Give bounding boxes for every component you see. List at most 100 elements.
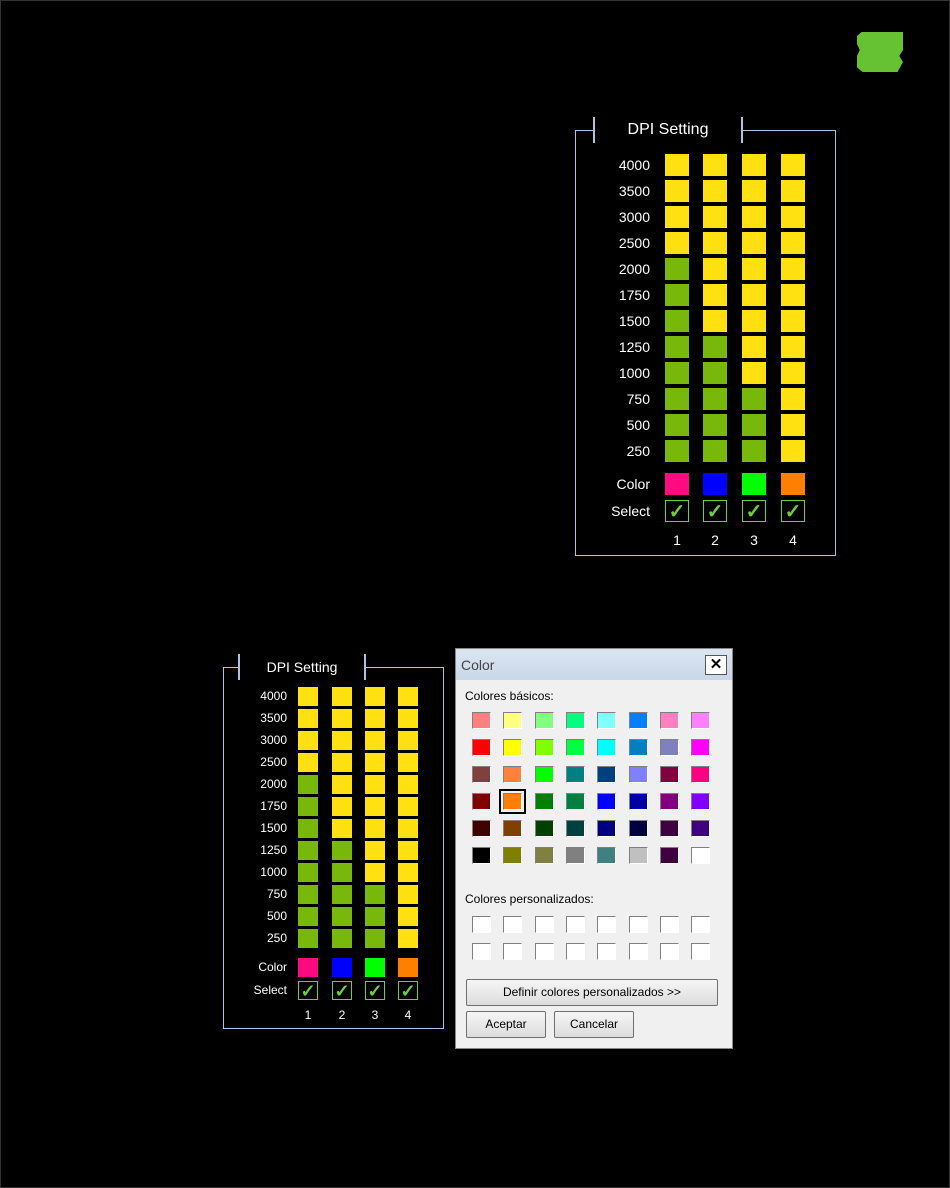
- basic-color-swatch[interactable]: [659, 712, 679, 729]
- profile-color-swatch[interactable]: [703, 473, 727, 495]
- dpi-level-cell[interactable]: [742, 258, 766, 280]
- basic-color-swatch[interactable]: [534, 766, 554, 783]
- basic-color-swatch[interactable]: [565, 712, 585, 729]
- basic-color-swatch[interactable]: [472, 820, 491, 837]
- dpi-level-cell[interactable]: [781, 206, 805, 228]
- dpi-level-cell[interactable]: [298, 929, 318, 948]
- dpi-level-cell[interactable]: [781, 362, 805, 384]
- dpi-level-cell[interactable]: [332, 885, 352, 904]
- select-checkbox[interactable]: ✓: [332, 981, 352, 1001]
- dpi-level-cell[interactable]: [332, 709, 352, 728]
- basic-color-swatch[interactable]: [503, 712, 523, 729]
- custom-color-swatch[interactable]: [691, 943, 711, 960]
- basic-color-swatch[interactable]: [565, 847, 585, 864]
- custom-color-swatch[interactable]: [659, 916, 679, 933]
- dpi-level-cell[interactable]: [781, 336, 805, 358]
- dpi-level-cell[interactable]: [398, 863, 418, 882]
- basic-color-swatch[interactable]: [534, 820, 554, 837]
- custom-color-swatch[interactable]: [534, 943, 554, 960]
- basic-color-swatch[interactable]: [503, 766, 523, 783]
- dpi-level-cell[interactable]: [703, 310, 727, 332]
- dpi-level-cell[interactable]: [298, 775, 318, 794]
- dpi-level-cell[interactable]: [665, 336, 689, 358]
- dpi-level-cell[interactable]: [742, 440, 766, 462]
- basic-color-swatch[interactable]: [565, 766, 585, 783]
- dpi-level-cell[interactable]: [703, 388, 727, 410]
- basic-color-swatch[interactable]: [691, 820, 711, 837]
- basic-color-swatch[interactable]: [565, 793, 585, 810]
- basic-color-swatch[interactable]: [472, 712, 491, 729]
- dpi-level-cell[interactable]: [398, 929, 418, 948]
- dpi-level-cell[interactable]: [665, 362, 689, 384]
- custom-color-swatch[interactable]: [597, 943, 617, 960]
- select-checkbox[interactable]: ✓: [665, 500, 689, 523]
- dpi-level-cell[interactable]: [742, 362, 766, 384]
- profile-color-swatch[interactable]: [332, 958, 352, 977]
- select-checkbox[interactable]: ✓: [742, 500, 766, 523]
- dpi-level-cell[interactable]: [665, 206, 689, 228]
- dpi-level-cell[interactable]: [703, 258, 727, 280]
- dpi-level-cell[interactable]: [742, 180, 766, 202]
- dpi-level-cell[interactable]: [365, 929, 385, 948]
- dpi-level-cell[interactable]: [365, 841, 385, 860]
- dpi-level-cell[interactable]: [781, 232, 805, 254]
- dpi-level-cell[interactable]: [742, 310, 766, 332]
- dpi-level-cell[interactable]: [398, 841, 418, 860]
- basic-color-swatch[interactable]: [597, 739, 617, 756]
- dpi-level-cell[interactable]: [703, 440, 727, 462]
- basic-color-swatch[interactable]: [534, 712, 554, 729]
- dpi-level-cell[interactable]: [332, 929, 352, 948]
- basic-color-swatch[interactable]: [659, 847, 679, 864]
- basic-color-swatch[interactable]: [659, 793, 679, 810]
- dpi-level-cell[interactable]: [781, 440, 805, 462]
- dpi-level-cell[interactable]: [398, 885, 418, 904]
- dpi-level-cell[interactable]: [398, 797, 418, 816]
- dpi-level-cell[interactable]: [332, 775, 352, 794]
- custom-color-swatch[interactable]: [659, 943, 679, 960]
- dpi-level-cell[interactable]: [298, 819, 318, 838]
- dpi-level-cell[interactable]: [398, 907, 418, 926]
- basic-color-swatch[interactable]: [472, 766, 491, 783]
- dpi-level-cell[interactable]: [365, 885, 385, 904]
- define-custom-colors-button[interactable]: Definir colores personalizados >>: [466, 979, 718, 1006]
- basic-color-swatch[interactable]: [534, 793, 554, 810]
- dpi-level-cell[interactable]: [365, 731, 385, 750]
- dpi-level-cell[interactable]: [703, 414, 727, 436]
- custom-color-swatch[interactable]: [597, 916, 617, 933]
- custom-color-swatch[interactable]: [472, 943, 491, 960]
- dpi-level-cell[interactable]: [365, 819, 385, 838]
- basic-color-swatch[interactable]: [659, 739, 679, 756]
- dpi-level-cell[interactable]: [665, 154, 689, 176]
- dpi-level-cell[interactable]: [781, 258, 805, 280]
- dpi-level-cell[interactable]: [332, 731, 352, 750]
- basic-color-swatch[interactable]: [534, 739, 554, 756]
- dpi-level-cell[interactable]: [703, 232, 727, 254]
- basic-color-swatch[interactable]: [691, 712, 711, 729]
- profile-color-swatch[interactable]: [781, 473, 805, 495]
- dpi-level-cell[interactable]: [742, 336, 766, 358]
- dpi-level-cell[interactable]: [665, 440, 689, 462]
- basic-color-swatch[interactable]: [503, 739, 523, 756]
- custom-color-swatch[interactable]: [503, 916, 523, 933]
- dpi-level-cell[interactable]: [365, 753, 385, 772]
- dpi-level-cell[interactable]: [298, 863, 318, 882]
- custom-color-swatch[interactable]: [691, 916, 711, 933]
- dpi-level-cell[interactable]: [665, 284, 689, 306]
- dpi-level-cell[interactable]: [332, 819, 352, 838]
- dpi-level-cell[interactable]: [365, 863, 385, 882]
- basic-color-swatch[interactable]: [472, 793, 491, 810]
- basic-color-swatch[interactable]: [691, 766, 711, 783]
- dpi-level-cell[interactable]: [742, 414, 766, 436]
- dpi-level-cell[interactable]: [298, 753, 318, 772]
- custom-color-swatch[interactable]: [503, 943, 523, 960]
- dpi-level-cell[interactable]: [298, 709, 318, 728]
- profile-color-swatch[interactable]: [742, 473, 766, 495]
- select-checkbox[interactable]: ✓: [398, 981, 418, 1001]
- dpi-level-cell[interactable]: [398, 753, 418, 772]
- dpi-level-cell[interactable]: [298, 907, 318, 926]
- dpi-level-cell[interactable]: [781, 154, 805, 176]
- profile-color-swatch[interactable]: [298, 958, 318, 977]
- basic-color-swatch[interactable]: [503, 847, 523, 864]
- dpi-level-cell[interactable]: [332, 841, 352, 860]
- basic-color-swatch[interactable]: [628, 766, 648, 783]
